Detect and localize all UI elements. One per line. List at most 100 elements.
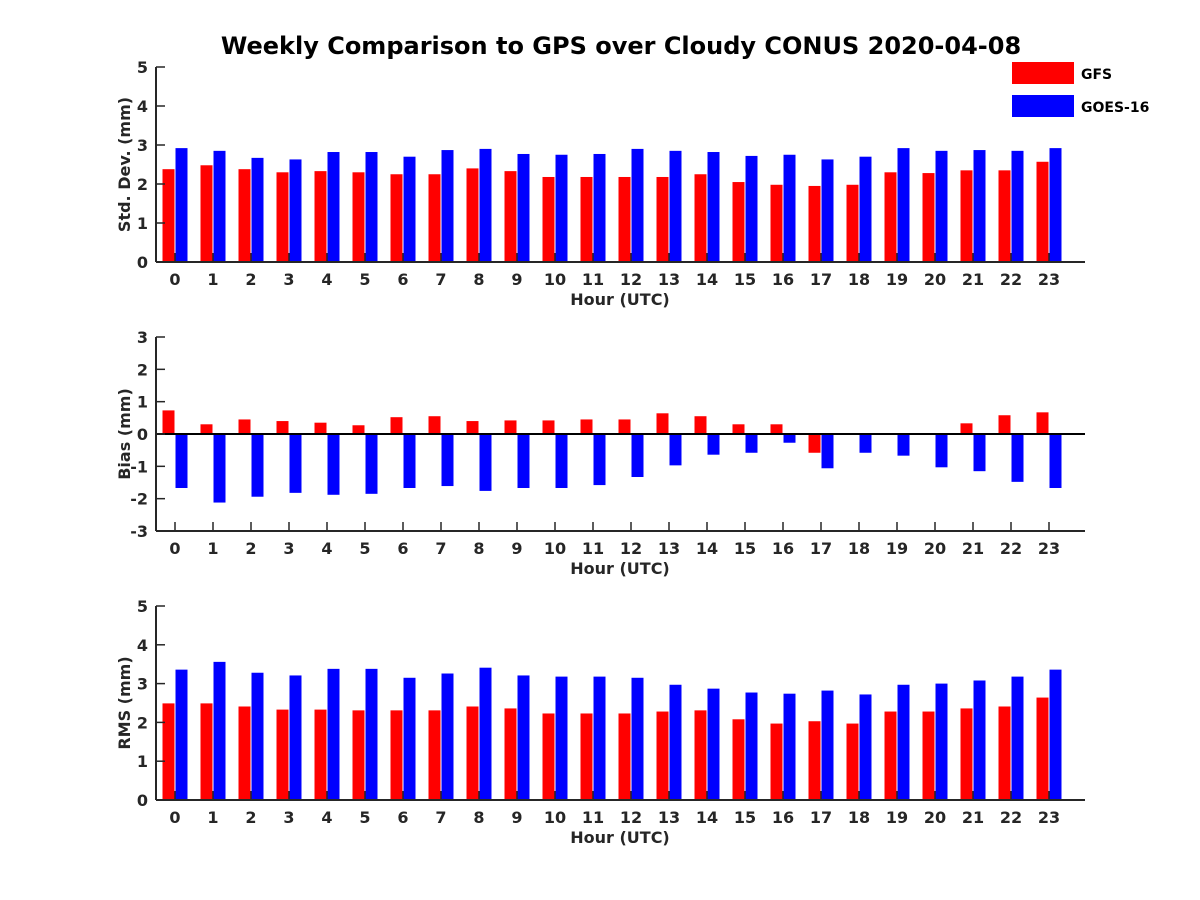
bar-bias-goes16-21 xyxy=(973,434,986,472)
bar-bias-goes16-0 xyxy=(175,434,188,488)
bar-stddev-gfs-15 xyxy=(732,182,745,262)
y-tick-label-bias-1: 1 xyxy=(137,393,148,412)
bar-stddev-gfs-8 xyxy=(466,168,479,262)
bar-rms-goes16-4 xyxy=(327,668,340,800)
bar-stddev-goes16-16 xyxy=(783,154,796,262)
bar-bias-goes16-20 xyxy=(935,434,948,468)
bar-rms-goes16-17 xyxy=(821,690,834,800)
bar-stddev-gfs-22 xyxy=(998,170,1011,262)
bar-rms-gfs-16 xyxy=(770,723,783,800)
y-tick-label-stddev-5: 5 xyxy=(137,58,148,77)
x-tick-label-stddev-19: 19 xyxy=(886,270,908,289)
bar-rms-gfs-21 xyxy=(960,708,973,800)
x-tick-label-rms-13: 13 xyxy=(658,808,680,827)
x-tick-label-bias-21: 21 xyxy=(962,539,984,558)
bar-rms-gfs-10 xyxy=(542,713,555,800)
x-tick-label-rms-9: 9 xyxy=(511,808,522,827)
bar-rms-gfs-5 xyxy=(352,710,365,800)
bar-stddev-gfs-20 xyxy=(922,173,935,262)
bar-rms-goes16-14 xyxy=(707,688,720,800)
legend-swatch-goes16 xyxy=(1012,95,1074,117)
x-tick-label-stddev-3: 3 xyxy=(283,270,294,289)
bar-bias-gfs-1 xyxy=(200,424,213,434)
x-tick-label-stddev-13: 13 xyxy=(658,270,680,289)
x-tick-label-rms-15: 15 xyxy=(734,808,756,827)
x-tick-label-bias-1: 1 xyxy=(207,539,218,558)
bar-stddev-goes16-19 xyxy=(897,148,910,262)
x-tick-label-bias-18: 18 xyxy=(848,539,870,558)
bar-stddev-gfs-23 xyxy=(1036,161,1049,262)
x-tick-label-bias-14: 14 xyxy=(696,539,718,558)
bar-rms-gfs-2 xyxy=(238,706,251,800)
y-tick-label-bias-3: 3 xyxy=(137,328,148,347)
bar-rms-gfs-0 xyxy=(162,703,175,800)
bar-rms-gfs-17 xyxy=(808,721,821,800)
bar-bias-goes16-6 xyxy=(403,434,416,488)
legend-swatch-gfs xyxy=(1012,62,1074,84)
x-tick-label-stddev-5: 5 xyxy=(359,270,370,289)
bar-bias-gfs-22 xyxy=(998,415,1011,434)
y-axis-label-bias: Bias (mm) xyxy=(115,388,134,480)
bar-bias-gfs-11 xyxy=(580,419,593,434)
x-tick-label-bias-12: 12 xyxy=(620,539,642,558)
bar-rms-goes16-8 xyxy=(479,667,492,800)
bar-stddev-gfs-9 xyxy=(504,171,517,262)
bar-rms-goes16-19 xyxy=(897,684,910,800)
bar-bias-gfs-0 xyxy=(162,410,175,434)
bar-bias-goes16-12 xyxy=(631,434,644,478)
y-tick-label-rms-3: 3 xyxy=(137,675,148,694)
bar-bias-gfs-12 xyxy=(618,419,631,434)
bar-stddev-goes16-0 xyxy=(175,148,188,262)
bar-stddev-gfs-0 xyxy=(162,169,175,262)
bar-rms-goes16-1 xyxy=(213,661,226,800)
y-axis-label-rms: RMS (mm) xyxy=(115,656,134,749)
y-tick-label-bias--3: -3 xyxy=(130,522,148,541)
bar-rms-gfs-9 xyxy=(504,708,517,800)
x-tick-label-rms-1: 1 xyxy=(207,808,218,827)
chart-title: Weekly Comparison to GPS over Cloudy CON… xyxy=(221,32,1021,60)
x-tick-label-rms-20: 20 xyxy=(924,808,946,827)
x-tick-label-bias-7: 7 xyxy=(435,539,446,558)
bar-bias-goes16-16 xyxy=(783,434,796,443)
x-tick-label-rms-10: 10 xyxy=(544,808,566,827)
x-tick-label-bias-17: 17 xyxy=(810,539,832,558)
x-tick-label-rms-0: 0 xyxy=(169,808,180,827)
bar-rms-goes16-15 xyxy=(745,692,758,800)
bar-rms-goes16-11 xyxy=(593,676,606,800)
bar-rms-gfs-19 xyxy=(884,711,897,800)
y-tick-label-stddev-3: 3 xyxy=(137,136,148,155)
x-tick-label-stddev-14: 14 xyxy=(696,270,718,289)
bar-bias-goes16-15 xyxy=(745,434,758,453)
legend-label-gfs: GFS xyxy=(1081,67,1112,83)
bar-bias-goes16-22 xyxy=(1011,434,1024,482)
bar-bias-goes16-19 xyxy=(897,434,910,456)
y-tick-label-rms-0: 0 xyxy=(137,791,148,810)
bar-rms-goes16-0 xyxy=(175,669,188,800)
x-tick-label-stddev-0: 0 xyxy=(169,270,180,289)
x-tick-label-bias-13: 13 xyxy=(658,539,680,558)
y-tick-label-rms-4: 4 xyxy=(137,636,148,655)
bar-bias-gfs-15 xyxy=(732,424,745,434)
bar-bias-goes16-7 xyxy=(441,434,454,487)
bar-bias-gfs-7 xyxy=(428,416,441,434)
x-tick-label-stddev-17: 17 xyxy=(810,270,832,289)
bar-bias-goes16-8 xyxy=(479,434,492,491)
bar-stddev-gfs-4 xyxy=(314,171,327,262)
bar-stddev-gfs-2 xyxy=(238,169,251,262)
bar-rms-goes16-21 xyxy=(973,680,986,800)
bar-stddev-goes16-10 xyxy=(555,154,568,262)
x-tick-label-stddev-7: 7 xyxy=(435,270,446,289)
bar-stddev-goes16-1 xyxy=(213,150,226,262)
bar-bias-gfs-16 xyxy=(770,424,783,434)
bar-rms-gfs-1 xyxy=(200,703,213,800)
bar-bias-gfs-6 xyxy=(390,417,403,434)
bar-rms-gfs-20 xyxy=(922,711,935,800)
bar-bias-gfs-17 xyxy=(808,434,821,453)
y-tick-label-bias-2: 2 xyxy=(137,360,148,379)
x-tick-label-bias-16: 16 xyxy=(772,539,794,558)
